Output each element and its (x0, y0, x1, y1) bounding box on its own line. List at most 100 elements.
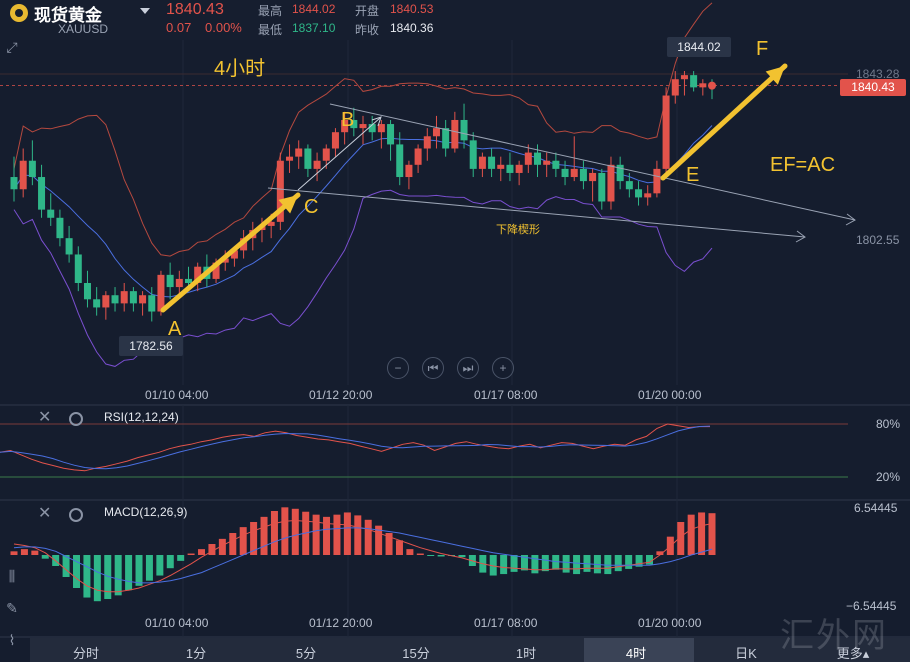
candle-2 (28, 140, 36, 186)
candle-13 (129, 287, 137, 312)
macd-bar-8 (93, 555, 101, 602)
tab-1hour[interactable]: 1时 (515, 646, 537, 661)
tab-more[interactable]: 更多▴ (823, 643, 883, 662)
candle-body-53 (497, 164, 505, 169)
zoom-in-button[interactable]: + (492, 357, 514, 379)
candle-body-23 (221, 258, 229, 263)
candle-72 (671, 71, 679, 104)
macd-bar-14 (156, 555, 164, 576)
tab-15min[interactable]: 15分 (402, 646, 430, 661)
candle-14 (139, 291, 147, 316)
zoom-out-button[interactable]: − (387, 357, 409, 379)
close-macd-icon[interactable]: ✕ (38, 505, 52, 522)
tab-5min[interactable]: 5分 (295, 646, 317, 661)
scroll-right-button[interactable]: ⏭ (457, 357, 479, 379)
macd-bar-43 (458, 555, 466, 558)
candle-body-5 (56, 217, 64, 239)
candle-body-48 (451, 119, 459, 149)
prev-close-label: 昨收 (355, 23, 380, 37)
macd-bar-15 (166, 555, 174, 569)
candle-29 (276, 152, 284, 231)
candle-body-62 (579, 168, 587, 182)
candle-body-41 (387, 124, 395, 145)
candle-66 (616, 156, 624, 190)
tab-1min[interactable]: 1分 (185, 646, 207, 661)
macd-bar-39 (416, 553, 424, 555)
candle-16 (157, 270, 165, 316)
formula-annotation: EF=AC (770, 154, 836, 176)
candle-body-43 (405, 164, 413, 178)
candle-55 (515, 160, 523, 186)
grid-lines (0, 40, 910, 638)
macd-bar-59 (625, 555, 633, 569)
candle-body-67 (625, 181, 633, 190)
point-f-label: F (756, 38, 769, 60)
candle-48 (451, 111, 459, 153)
tab-4hour[interactable]: 4时 (625, 646, 647, 661)
last-price: 1840.43 (166, 1, 224, 18)
candle-body-65 (607, 164, 615, 202)
macd-bar-41 (437, 555, 445, 557)
macd-bar-18 (198, 549, 206, 555)
price-change: 0.07 (166, 20, 192, 35)
candle-body-18 (175, 278, 183, 288)
more-caret-icon: ▴ (862, 646, 870, 661)
candle-4 (47, 193, 55, 226)
wedge-upper-arrowhead (845, 213, 856, 226)
candle-body-32 (304, 148, 312, 169)
candle-75 (699, 79, 707, 96)
candle-body-31 (295, 148, 303, 157)
candle-body-49 (460, 119, 468, 141)
candle-type-icon[interactable]: ⫼ (8, 568, 16, 584)
candle-body-22 (212, 262, 220, 279)
indicator-icon[interactable]: ⌇ (8, 632, 16, 648)
point-e-label: E (686, 164, 700, 186)
time-label-3: 01/17 08:00 (474, 388, 538, 402)
timeframe-tabbar (30, 638, 910, 662)
point-c-label: C (304, 196, 319, 218)
pen-icon[interactable]: ✎ (6, 600, 18, 616)
candle-8 (83, 270, 91, 308)
macd-pane (10, 507, 716, 602)
macd-bar-33 (354, 515, 362, 555)
chevron-down-icon[interactable] (140, 8, 150, 14)
candle-body-39 (368, 124, 376, 133)
candle-53 (497, 156, 505, 182)
candle-body-44 (414, 148, 422, 165)
candle-body-74 (690, 75, 698, 88)
tab-daily[interactable]: 日K (735, 646, 757, 661)
macd-time-label-1: 01/10 04:00 (145, 616, 209, 630)
macd-bar-35 (375, 525, 383, 555)
macd-bar-6 (73, 555, 81, 589)
macd-bar-67 (708, 513, 716, 555)
candle-62 (579, 160, 587, 190)
arrow-cb-head (371, 116, 382, 127)
candle-74 (690, 71, 698, 92)
low-label: 最低 (258, 23, 283, 37)
scroll-left-button[interactable]: ⏮ (422, 357, 444, 379)
expand-icon[interactable]: ⤢ (6, 39, 18, 55)
candle-body-13 (129, 291, 137, 304)
macd-bar-17 (187, 553, 195, 555)
instrument-name[interactable]: 现货黄金 (34, 6, 102, 25)
candle-body-34 (322, 148, 330, 161)
timeframe-annotation: 4小时 (214, 58, 266, 80)
rsi-settings-icon[interactable] (69, 412, 83, 426)
boll-mid (13, 125, 713, 298)
macd-bar-50 (531, 555, 539, 574)
tab-intraday[interactable]: 分时 (72, 646, 99, 661)
high-value: 1844.02 (292, 2, 336, 16)
candle-body-7 (74, 254, 82, 283)
macd-bar-61 (645, 555, 653, 565)
macd-bar-60 (635, 555, 643, 567)
macd-settings-icon[interactable] (69, 508, 83, 522)
candle-41 (387, 119, 395, 161)
macd-bar-5 (62, 555, 70, 578)
candle-40 (377, 119, 385, 149)
macd-bar-30 (323, 516, 331, 555)
candle-body-2 (28, 160, 36, 178)
candle-body-17 (166, 274, 174, 288)
close-rsi-icon[interactable]: ✕ (38, 409, 52, 426)
candle-45 (423, 128, 431, 161)
